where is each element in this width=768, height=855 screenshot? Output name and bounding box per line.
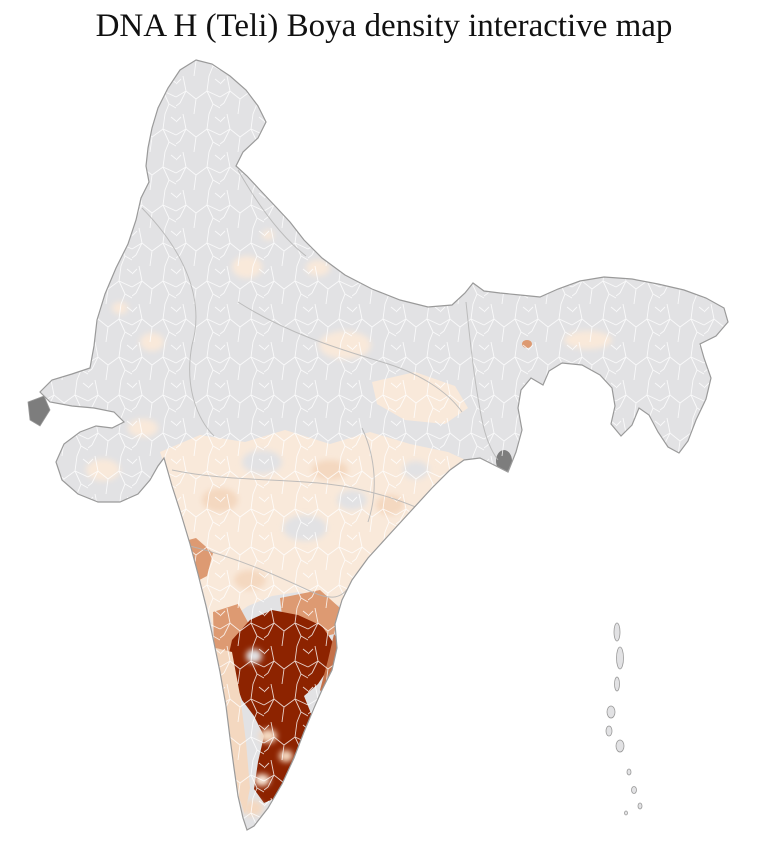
island[interactable] [613,622,621,642]
island[interactable] [606,705,616,719]
island[interactable] [605,725,613,737]
state-boundary [237,301,463,413]
island[interactable] [637,802,643,810]
island[interactable] [616,646,624,670]
island[interactable] [631,786,637,794]
state-boundary [237,169,307,257]
district-grid-overlay [40,60,728,830]
island[interactable] [615,739,625,753]
andaman-nicobar-islands[interactable] [605,622,643,816]
state-boundary [361,427,375,523]
page-title: DNA H (Teli) Boya density interactive ma… [95,8,673,44]
state-boundary [189,545,349,598]
state-boundary [465,301,499,461]
state-boundary [141,207,215,437]
island[interactable] [624,810,628,816]
island[interactable] [626,768,632,776]
island[interactable] [614,676,620,692]
state-boundaries [141,169,499,598]
state-boundary [171,469,419,509]
kutch-fragment[interactable] [27,395,51,427]
